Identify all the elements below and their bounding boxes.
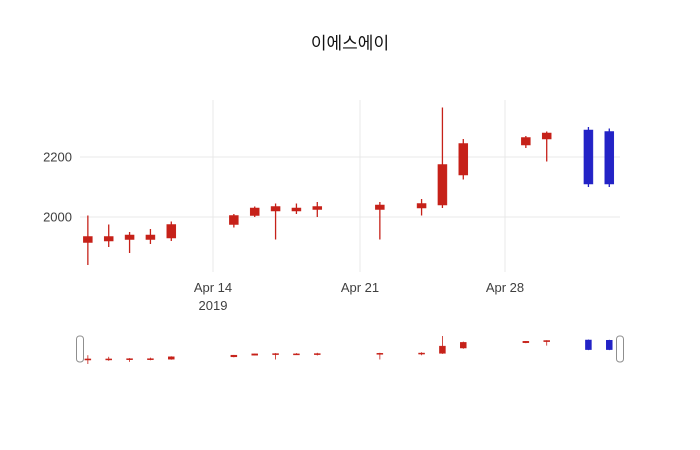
- candle[interactable]: [583, 127, 594, 187]
- candle[interactable]: [437, 107, 448, 209]
- candle-body: [83, 236, 93, 243]
- candle-body: [541, 132, 552, 140]
- y-tick-label-2000: 2000: [43, 210, 72, 225]
- x-tick-label-apr28: Apr 28: [486, 280, 524, 295]
- gridlines: [80, 100, 620, 272]
- rangeslider-handle-right[interactable]: [616, 335, 624, 363]
- candle: [460, 341, 467, 349]
- candle-body: [103, 236, 114, 242]
- candle[interactable]: [229, 214, 239, 228]
- candlestick-series: [83, 107, 615, 266]
- candle-body: [147, 358, 154, 360]
- candle[interactable]: [291, 203, 302, 215]
- candle-body: [166, 224, 177, 239]
- rangeslider-handle-left[interactable]: [76, 335, 84, 363]
- candle[interactable]: [103, 224, 114, 248]
- candle-body: [418, 352, 425, 355]
- candle: [293, 353, 300, 356]
- candle: [147, 357, 154, 361]
- candle-body: [272, 353, 279, 355]
- candle[interactable]: [145, 229, 156, 244]
- rangeslider: [76, 332, 624, 368]
- candle: [230, 354, 238, 358]
- candle[interactable]: [604, 128, 615, 188]
- x-tick-label-apr21: Apr 21: [341, 280, 379, 295]
- candle-body: [376, 353, 384, 355]
- candle-body: [458, 143, 469, 176]
- candle-body: [439, 345, 446, 354]
- candle[interactable]: [124, 232, 135, 253]
- candle: [84, 355, 92, 364]
- candle[interactable]: [458, 139, 469, 180]
- candle: [168, 356, 175, 360]
- candle[interactable]: [541, 131, 552, 162]
- candle-body: [583, 129, 594, 185]
- candle-body: [585, 339, 592, 350]
- x-tick-sublabel-2019: 2019: [199, 298, 228, 313]
- candle[interactable]: [166, 221, 177, 242]
- candle-body: [124, 234, 135, 240]
- candle-body: [230, 354, 238, 358]
- candle-body: [460, 342, 467, 349]
- candle[interactable]: [83, 215, 93, 266]
- candle: [522, 341, 530, 344]
- candle: [251, 353, 258, 356]
- candle[interactable]: [416, 199, 427, 216]
- candle: [314, 352, 321, 356]
- candle-body: [606, 340, 613, 350]
- candle-body: [293, 353, 300, 356]
- candle[interactable]: [375, 202, 385, 240]
- candle: [376, 352, 384, 360]
- candle[interactable]: [521, 136, 531, 148]
- candle: [418, 352, 425, 356]
- candle-body: [543, 340, 550, 342]
- candle-body: [168, 356, 175, 360]
- candle[interactable]: [270, 203, 281, 240]
- chart-title: 이에스에이: [311, 34, 389, 53]
- rangeslider-mini-series: [84, 336, 613, 364]
- candle: [606, 339, 613, 351]
- candle-body: [416, 203, 427, 209]
- candle[interactable]: [312, 202, 323, 217]
- candle-body: [145, 234, 156, 240]
- candle-body: [521, 137, 531, 146]
- candle-body: [291, 207, 302, 212]
- candle-body: [105, 358, 112, 361]
- y-tick-label-2200: 2200: [43, 150, 72, 165]
- x-axis: Apr 14 2019 Apr 21 Apr 28: [194, 280, 524, 313]
- candle-body: [126, 358, 133, 360]
- candle-body: [229, 215, 239, 225]
- candle[interactable]: [249, 206, 260, 218]
- candle-body: [375, 204, 385, 210]
- candle-body: [270, 206, 281, 212]
- x-tick-label-apr14: Apr 14: [194, 280, 232, 295]
- candle: [126, 358, 133, 362]
- candle: [105, 356, 112, 361]
- candle-body: [249, 207, 260, 216]
- candle-body: [312, 206, 323, 210]
- candle-body: [604, 131, 615, 185]
- candle: [439, 336, 446, 354]
- candle-body: [251, 353, 258, 356]
- candle-body: [84, 358, 92, 361]
- candle-body: [522, 341, 530, 343]
- y-axis: 2000 2200: [43, 150, 72, 225]
- candle-body: [437, 164, 448, 206]
- candle: [543, 340, 550, 346]
- candle: [272, 353, 279, 360]
- rangeslider-track[interactable]: [80, 332, 620, 368]
- candle-body: [314, 353, 321, 355]
- candle: [585, 339, 592, 351]
